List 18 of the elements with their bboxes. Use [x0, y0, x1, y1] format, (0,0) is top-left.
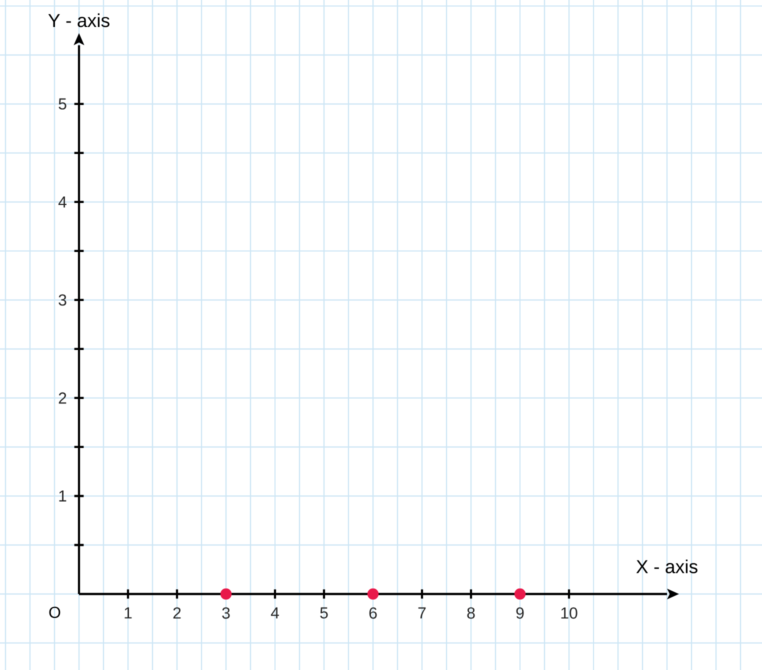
x-tick-label: 3 — [222, 607, 230, 619]
y-tick-label: 3 — [58, 294, 66, 306]
x-tick-label: 1 — [124, 607, 132, 618]
y-tick-label: 1 — [59, 490, 66, 502]
y-tick-label: 5 — [58, 98, 66, 110]
x-tick-label: 10 — [561, 607, 578, 619]
x-tick-label: 2 — [173, 607, 181, 619]
x-tick-label: 4 — [270, 607, 279, 618]
y-tick-label: 4 — [58, 196, 66, 208]
x-tick-label: 8 — [467, 607, 475, 619]
x-axis-title: X - axis — [636, 560, 698, 574]
y-tick-label: 2 — [58, 392, 66, 404]
x-tick-label: 5 — [320, 607, 328, 619]
y-axis-title: Y - axis — [48, 13, 110, 28]
x-tick-label: 7 — [418, 607, 426, 618]
text: O — [49, 606, 60, 618]
x-tick-label: 9 — [516, 607, 524, 619]
x-tick-label: 6 — [369, 607, 377, 619]
